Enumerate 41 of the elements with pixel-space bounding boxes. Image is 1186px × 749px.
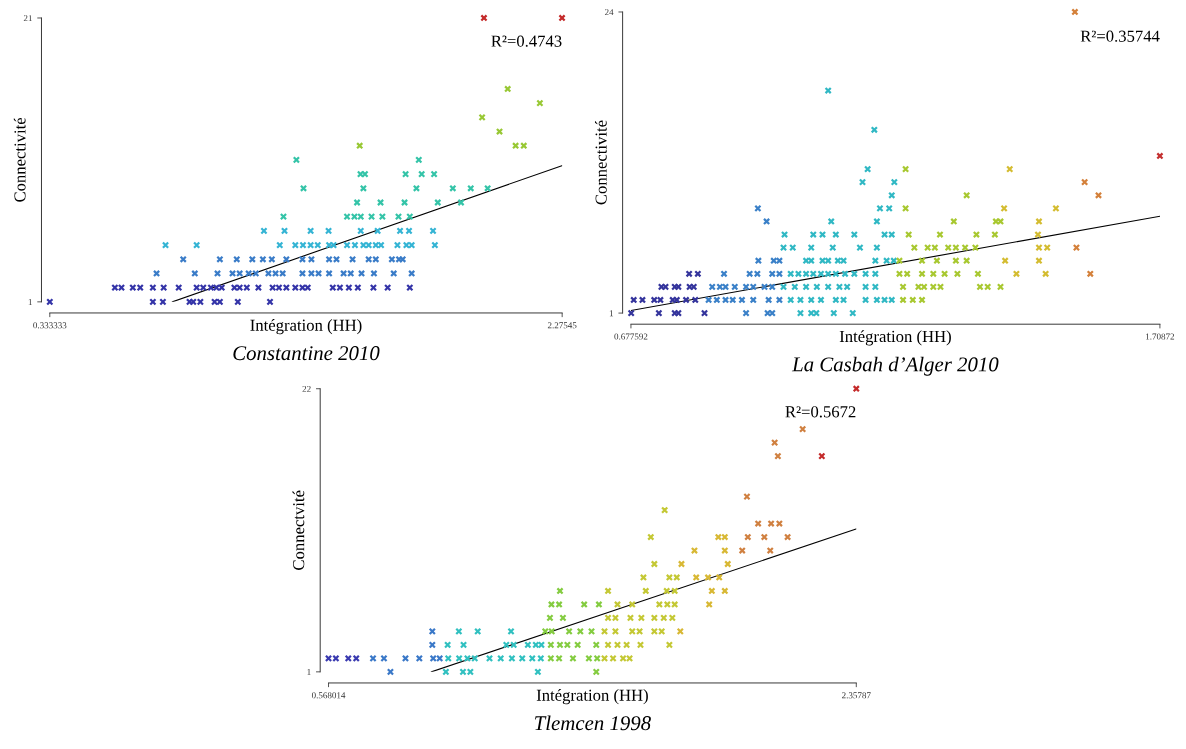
point: [406, 283, 414, 292]
x-tick-label: 1.70872: [1146, 333, 1175, 340]
text: Tlemcen 1998: [535, 715, 651, 731]
point: [1086, 270, 1094, 278]
point: [929, 270, 938, 278]
annotation: R²=0.35744: [1080, 30, 1160, 42]
y-axis-title: Connectvité: [292, 490, 305, 570]
point: [233, 255, 241, 263]
point: [467, 184, 475, 193]
y-axis-title: Connectivité: [594, 120, 607, 205]
point: [1041, 270, 1050, 278]
y-tick-label: 1: [307, 669, 311, 675]
text: La Casbah d’Alger 2010: [791, 356, 999, 376]
x-axis-title: Intégration (HH): [536, 689, 648, 705]
x-tick-label: 2.27545: [547, 322, 577, 329]
y-tick-label: 22: [302, 385, 311, 392]
x-tick-label: 0.677592: [614, 333, 648, 340]
point: [852, 385, 860, 393]
point: [952, 257, 960, 265]
point: [449, 184, 457, 193]
y-axis-title: Connectivité: [13, 117, 26, 202]
point: [936, 230, 944, 239]
text: Constantine 2010: [233, 346, 380, 361]
point: [704, 573, 712, 582]
point: [1034, 230, 1042, 239]
x-tick-label: 0.568014: [311, 692, 346, 699]
x-axis-title: Intégration (HH): [839, 330, 951, 346]
x-tick-label: 2.35787: [842, 692, 871, 699]
point: [457, 198, 465, 207]
point: [677, 560, 686, 568]
x-tick-label: 0.333333: [33, 322, 67, 329]
point: [798, 425, 807, 433]
point: [179, 255, 187, 263]
annotation: R²=0.4743: [491, 35, 562, 47]
point: [406, 212, 414, 221]
annotation: R²=0.5672: [785, 406, 856, 418]
x-axis-title: Intégration (HH): [250, 319, 362, 335]
y-tick-label: 1: [28, 299, 32, 305]
y-tick-label: 21: [23, 15, 32, 22]
y-tick-label: 1: [609, 310, 614, 317]
y-tick-label: 24: [604, 9, 614, 16]
